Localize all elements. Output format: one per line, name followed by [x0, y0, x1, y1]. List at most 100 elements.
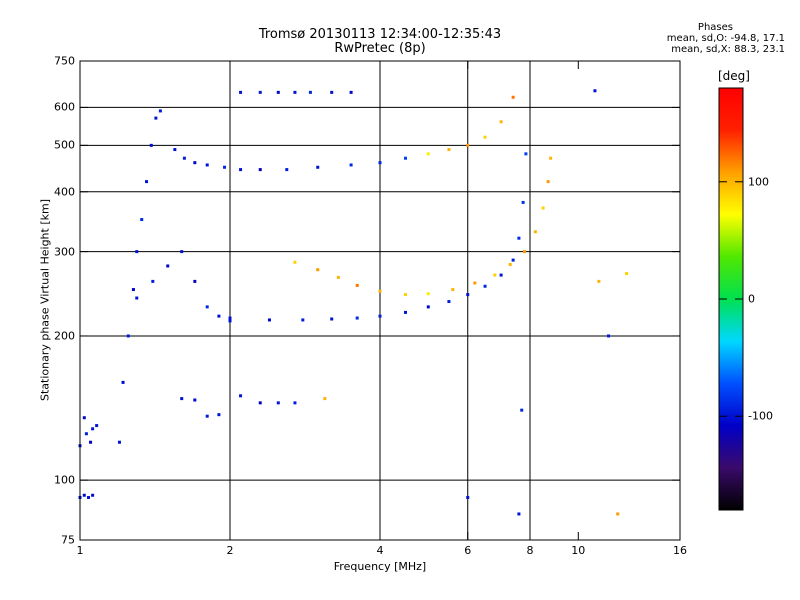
data-point: [293, 401, 297, 405]
grid-lines: [80, 61, 680, 540]
data-point: [517, 236, 521, 240]
data-point: [135, 250, 139, 254]
data-point: [205, 305, 209, 309]
data-point: [597, 279, 601, 283]
data-point: [217, 413, 221, 417]
data-point: [82, 416, 86, 420]
data-point: [285, 168, 289, 172]
data-point: [205, 163, 209, 167]
data-point: [499, 273, 503, 277]
x-tick-label: 4: [376, 544, 384, 557]
data-point: [267, 318, 271, 322]
data-point: [166, 264, 170, 268]
data-point: [616, 512, 620, 516]
data-point: [330, 317, 334, 321]
data-point: [258, 401, 262, 405]
data-point: [349, 163, 353, 167]
x-tick-label: 16: [673, 544, 687, 557]
data-point: [520, 408, 524, 412]
data-point: [607, 334, 611, 338]
data-point: [549, 156, 553, 160]
data-point: [293, 260, 297, 264]
data-point: [447, 148, 451, 152]
x-tick-label: 10: [571, 544, 586, 557]
data-point: [131, 288, 135, 292]
data-point: [378, 161, 382, 165]
data-point: [95, 424, 99, 428]
chart-subtitle: RwPretec (8p): [334, 41, 426, 56]
data-point: [521, 200, 525, 204]
data-point: [403, 293, 407, 297]
data-point: [330, 90, 334, 94]
data-point: [223, 165, 227, 169]
data-point: [117, 440, 121, 444]
data-point: [228, 319, 232, 323]
data-point: [426, 152, 430, 156]
data-point: [91, 427, 95, 431]
phase-stats-x-mode: mean, sd,X: 88.3, 23.1: [671, 44, 785, 55]
data-point: [258, 90, 262, 94]
data-point: [483, 284, 487, 288]
data-point: [355, 283, 359, 287]
data-point: [182, 156, 186, 160]
data-point: [493, 273, 497, 277]
y-tick-label: 75: [61, 533, 75, 547]
x-axis-label: Frequency [MHz]: [333, 560, 427, 573]
data-point: [511, 95, 515, 99]
data-point: [403, 156, 407, 160]
data-point: [541, 206, 545, 210]
data-point: [473, 281, 477, 285]
x-tick-label: 2: [226, 544, 234, 557]
data-points: [78, 89, 629, 516]
colorbar-unit-label: [deg]: [718, 69, 750, 83]
data-point: [511, 258, 515, 262]
data-point: [426, 292, 430, 296]
data-point: [523, 250, 527, 254]
data-point: [205, 414, 209, 418]
data-point: [135, 296, 139, 300]
y-tick-label: 400: [54, 185, 75, 199]
data-point: [140, 218, 144, 222]
data-point: [151, 279, 155, 283]
colorbar-tick-label: 100: [748, 175, 769, 189]
data-point: [533, 230, 537, 234]
data-point: [355, 316, 359, 320]
y-tick-label: 750: [54, 54, 75, 68]
chart-title: Tromsø 20130113 12:34:00-12:35:43: [258, 27, 502, 42]
data-point: [239, 168, 243, 172]
data-point: [426, 305, 430, 309]
data-point: [239, 90, 243, 94]
y-tick-label: 600: [54, 100, 75, 114]
data-point: [276, 401, 280, 405]
data-point: [126, 334, 130, 338]
data-point: [349, 90, 353, 94]
data-point: [145, 180, 149, 184]
data-point: [149, 143, 153, 147]
x-tick-label: 8: [526, 544, 534, 557]
data-point: [193, 161, 197, 165]
data-point: [308, 90, 312, 94]
data-point: [258, 168, 262, 172]
data-point: [301, 318, 305, 322]
data-point: [158, 109, 162, 113]
data-point: [499, 120, 503, 124]
y-tick-label: 300: [54, 245, 75, 259]
data-point: [466, 495, 470, 499]
data-point: [447, 300, 451, 304]
data-point: [403, 310, 407, 314]
phase-stats-heading: Phases: [697, 22, 733, 33]
data-point: [180, 397, 184, 401]
data-point: [84, 432, 88, 436]
data-point: [546, 180, 550, 184]
data-point: [228, 316, 232, 320]
data-point: [336, 275, 340, 279]
data-point: [154, 116, 158, 120]
data-point: [466, 143, 470, 147]
data-point: [293, 90, 297, 94]
data-point: [121, 380, 125, 384]
data-point: [323, 397, 327, 401]
data-point: [483, 135, 487, 139]
data-point: [86, 495, 90, 499]
data-point: [378, 314, 382, 318]
